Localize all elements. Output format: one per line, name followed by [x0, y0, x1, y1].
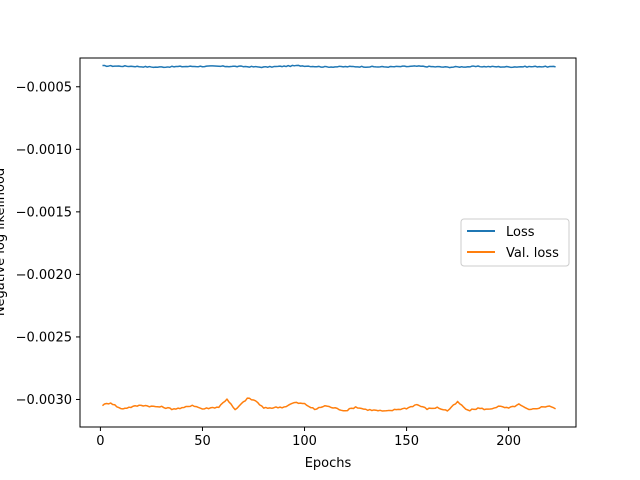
- x-tick-label: 200: [496, 434, 521, 449]
- legend-label-loss: Loss: [506, 225, 535, 240]
- x-tick-label: 150: [394, 434, 419, 449]
- y-tick-label: −0.0020: [16, 268, 72, 283]
- x-tick-label: 0: [96, 434, 104, 449]
- y-tick-label: −0.0005: [16, 80, 72, 95]
- series-line-val-loss: [101, 397, 556, 412]
- legend: Loss Val. loss: [460, 218, 570, 267]
- y-tick-label: −0.0030: [16, 393, 72, 408]
- y-tick-label: −0.0015: [16, 205, 72, 220]
- legend-label-val-loss: Val. loss: [506, 246, 559, 261]
- series-layer: [101, 64, 556, 412]
- y-axis-ticks: −0.0005 −0.0010 −0.0015 −0.0020 −0.0025 −0.00…: [16, 80, 80, 408]
- y-axis-label: Negative log likelihood: [0, 168, 8, 316]
- y-tick-label: −0.0025: [16, 330, 72, 345]
- series-line-loss: [102, 64, 556, 69]
- y-tick-label: −0.0010: [16, 143, 72, 158]
- x-axis-label: Epochs: [305, 456, 352, 471]
- x-tick-label: 50: [194, 434, 211, 449]
- x-tick-label: 100: [292, 434, 317, 449]
- plot-frame: [79, 57, 577, 428]
- x-axis-ticks: 0 50 100 150 200: [96, 427, 521, 449]
